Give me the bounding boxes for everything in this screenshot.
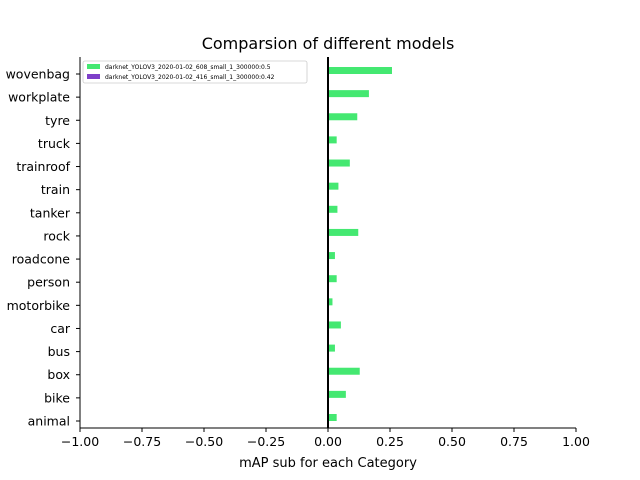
x-tick-label: 0.50 [438, 434, 466, 449]
legend: darknet_YOLOV3_2020-01-02_608_small_1_30… [82, 60, 308, 84]
bar-tyre-series-1 [328, 113, 358, 121]
bar-roadcone-series-1 [328, 252, 335, 260]
legend-label-series-2: darknet_YOLOV3_2020-01-02_416_small_1_30… [105, 74, 275, 81]
bar-car-series-1 [328, 321, 341, 329]
bar-trainroof-series-1 [328, 159, 350, 167]
y-tick-label-motorbike: motorbike [7, 298, 71, 313]
legend-label-series-1: darknet_YOLOV3_2020-01-02_608_small_1_30… [105, 64, 271, 71]
y-tick-label-car: car [50, 321, 71, 336]
y-tick-label-animal: animal [28, 414, 70, 429]
x-ticks-group: −1.00 −0.75 −0.50 −0.25 0.00 0.25 0.50 0.75 1.00 [61, 428, 590, 449]
bar-wovenbag-series-1 [328, 67, 392, 74]
bar-motorbike-series-1 [328, 298, 333, 306]
legend-swatch-series-2 [87, 74, 100, 79]
y-tick-label-bike: bike [44, 390, 70, 405]
x-axis-label: mAP sub for each Category [239, 456, 417, 471]
y-tick-label-roadcone: roadcone [12, 252, 71, 267]
y-tick-label-box: box [47, 367, 70, 382]
x-tick-label: −1.00 [61, 434, 99, 449]
y-tick-label-workplate: workplate [8, 90, 70, 105]
x-tick-label: 0.25 [376, 434, 404, 449]
x-tick-label: 1.00 [562, 434, 590, 449]
x-tick-label: −0.75 [123, 434, 161, 449]
bar-workplate-series-1 [328, 90, 369, 98]
legend-swatch-series-1 [87, 64, 100, 69]
y-tick-label-tyre: tyre [45, 113, 70, 128]
x-tick-label: −0.25 [247, 434, 285, 449]
legend-frame [82, 60, 308, 84]
y-tick-label-trainroof: trainroof [16, 159, 70, 174]
bar-truck-series-1 [328, 136, 337, 144]
bar-bike-series-1 [328, 390, 346, 398]
bar-train-series-1 [328, 182, 339, 190]
x-tick-label: −0.50 [185, 434, 223, 449]
x-tick-label: 0.00 [314, 434, 342, 449]
y-tick-label-wovenbag: wovenbag [6, 67, 70, 82]
y-tick-label-bus: bus [48, 344, 70, 359]
y-tick-label-person: person [27, 275, 70, 290]
y-tick-label-truck: truck [38, 136, 71, 151]
x-tick-label: 0.75 [500, 434, 528, 449]
bar-tanker-series-1 [328, 205, 338, 213]
bar-box-series-1 [328, 367, 360, 375]
bar-bus-series-1 [328, 344, 335, 352]
y-tick-label-train: train [41, 182, 70, 197]
bars-group [328, 67, 392, 421]
bar-animal-series-1 [328, 414, 337, 421]
bar-person-series-1 [328, 275, 337, 283]
chart-title: Comparsion of different models [202, 34, 455, 53]
y-tick-label-tanker: tanker [30, 205, 71, 220]
y-ticks-group: animal bike box bus car motorbike person roadco… [6, 67, 80, 429]
bar-rock-series-1 [328, 228, 359, 236]
y-tick-label-rock: rock [43, 228, 70, 243]
